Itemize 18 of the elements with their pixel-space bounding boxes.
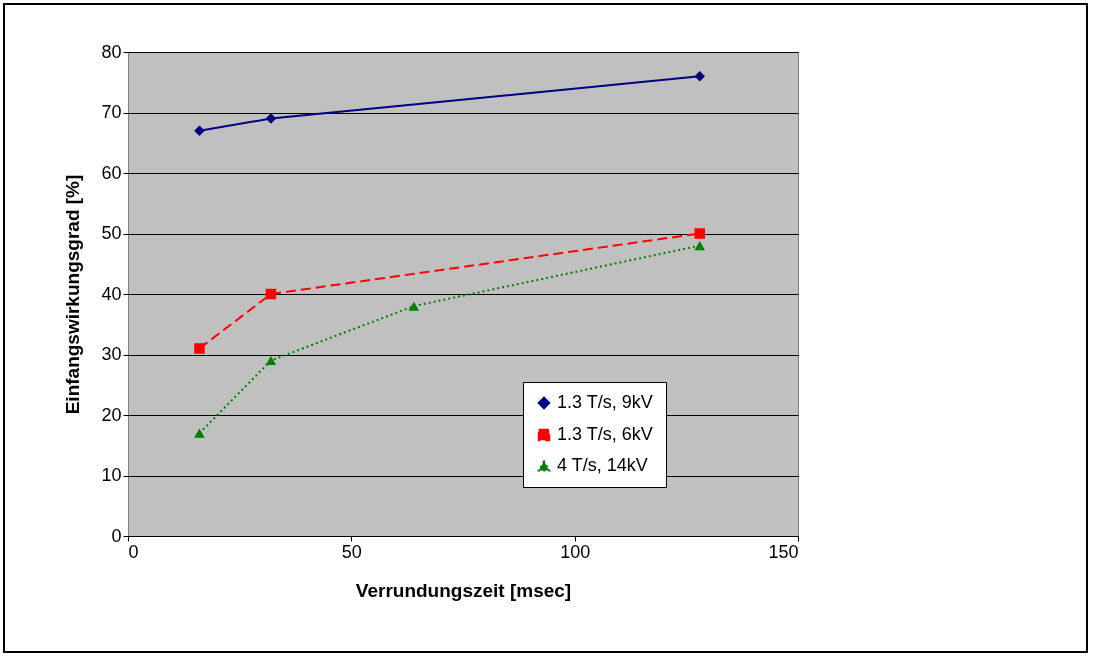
legend-label: 1.3 T/s, 9kV [557,392,653,412]
x-axis-title: Verrundungszeit [msec] [355,579,572,601]
y-tick-label: 70 [101,102,122,122]
y-tick-label: 20 [101,404,122,425]
x-tick-label: 150 [768,541,799,562]
y-tick-label: 40 [101,283,122,304]
x-tick-label: 0 [128,541,139,562]
y-tick-label: 0 [111,525,122,546]
x-tick-label: 100 [560,541,591,562]
legend-label: 4 T/s, 14kV [557,455,648,475]
y-axis-title: Einfangswirkungsgrad [%] [62,174,84,415]
y-tick-label: 50 [101,223,122,243]
y-tick-label: 10 [101,465,122,485]
legend-label: 1.3 T/s, 6kV [557,424,653,444]
y-tick-label: 60 [101,162,122,183]
y-tick-label: 80 [101,41,122,62]
y-tick-label: 30 [101,344,122,364]
x-tick-label: 50 [341,541,362,562]
